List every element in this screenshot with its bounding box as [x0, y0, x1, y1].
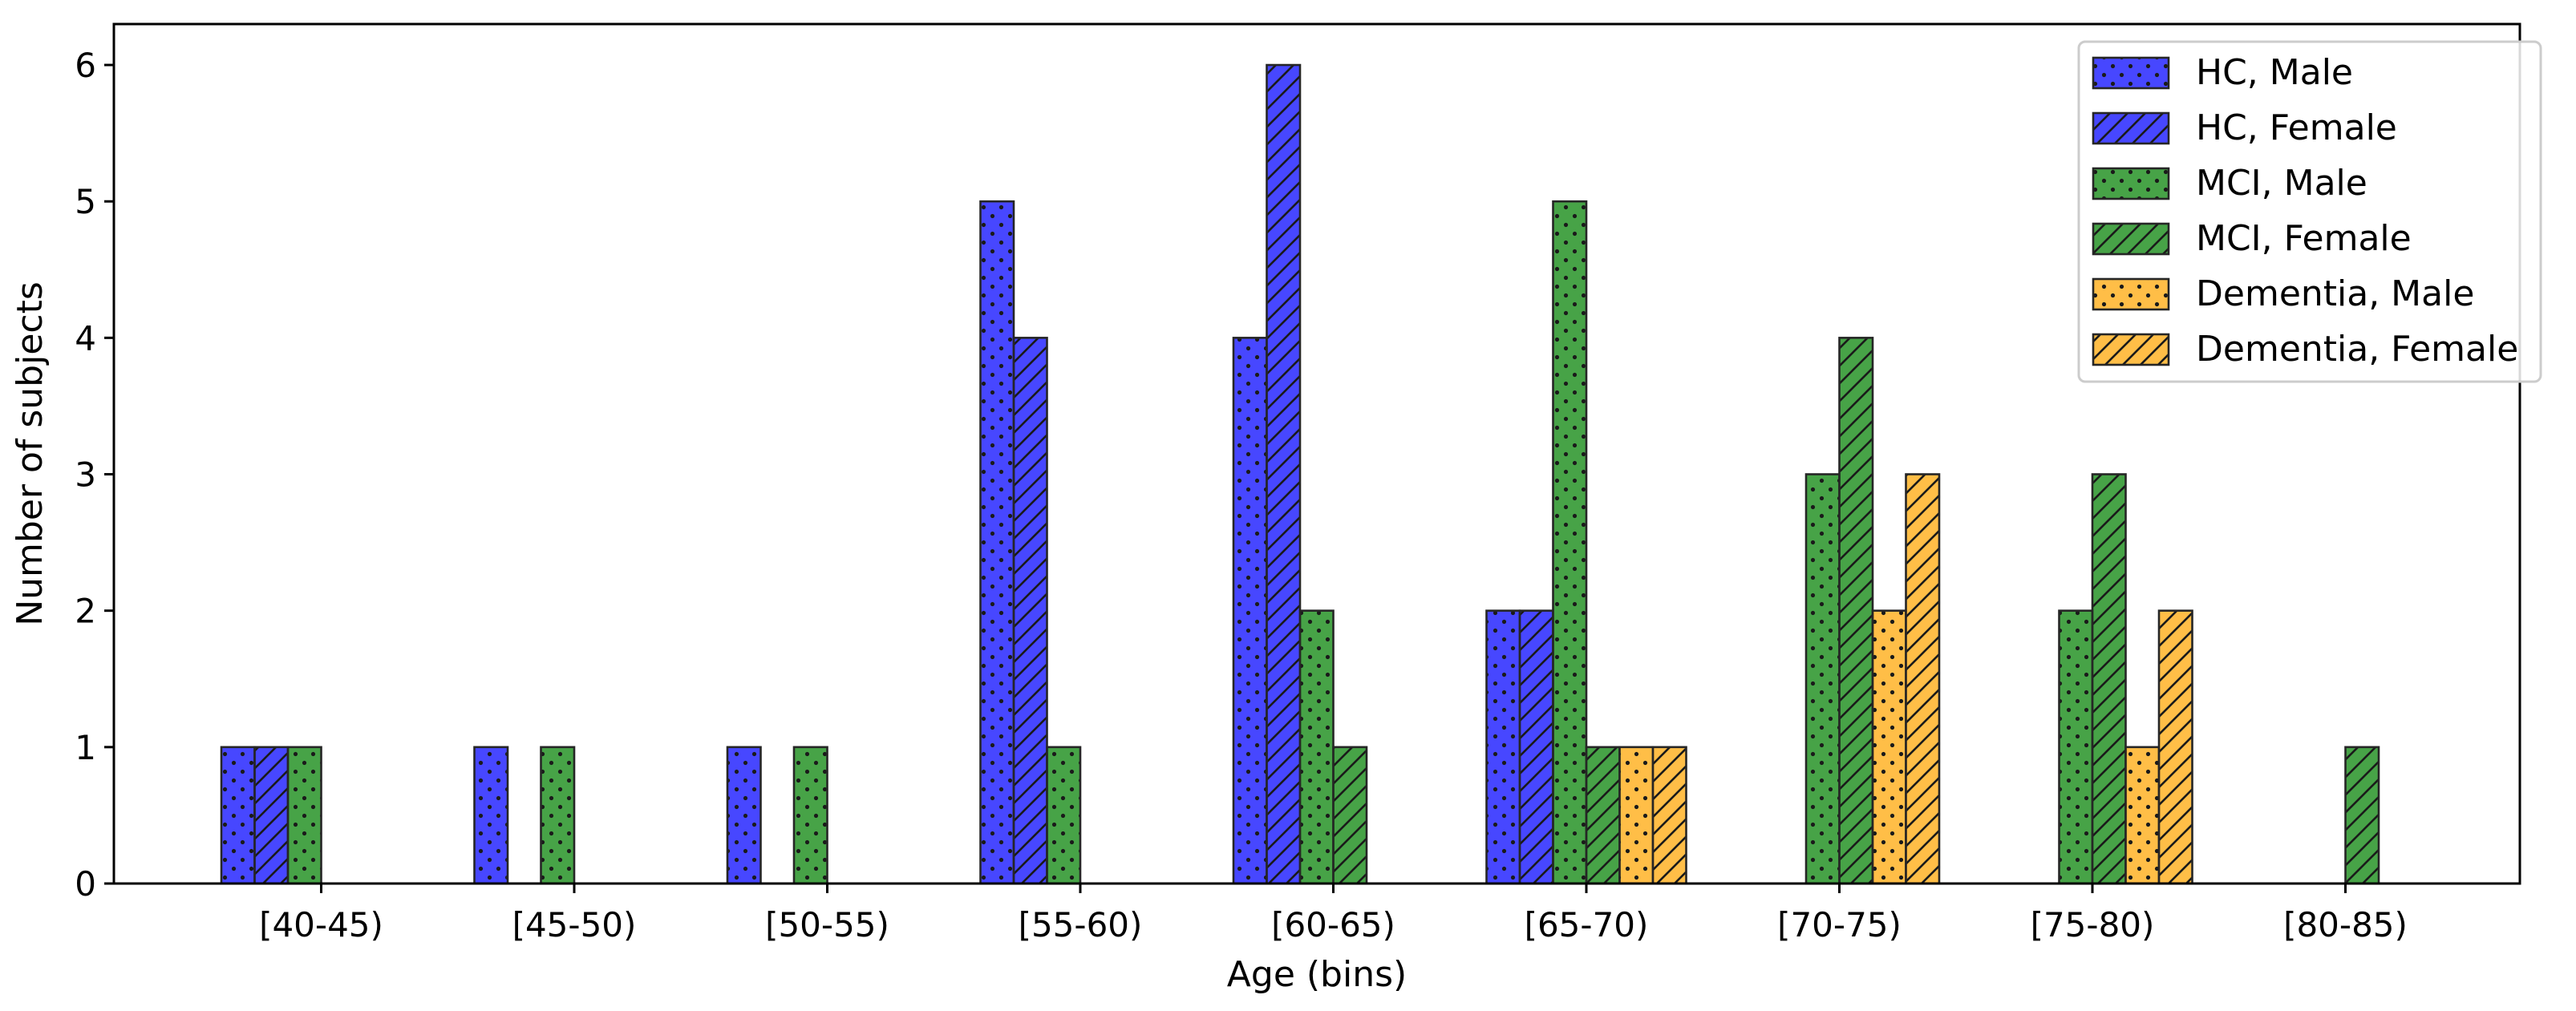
x-axis: [40-45) [45-50) [50-55) [55-60) [60-65) [65-7… [259, 884, 2408, 944]
bar [2091, 473, 2127, 885]
bar [2058, 609, 2094, 885]
bar [286, 746, 322, 885]
bar [979, 200, 1015, 885]
bar [1871, 609, 1907, 885]
legend-box [2077, 40, 2542, 383]
legend-label: HC, Female [2196, 107, 2397, 148]
y-tick-label: 1 [75, 728, 96, 767]
legend-swatch [2092, 56, 2170, 90]
bar [2124, 746, 2161, 885]
y-tick-label: 5 [75, 182, 96, 221]
bar [1804, 473, 1841, 885]
x-tick-label: [75-80) [2031, 905, 2155, 944]
y-axis: 0 1 2 3 4 5 6 [75, 46, 114, 904]
x-tick-label: [45-50) [512, 905, 637, 944]
bar [2344, 746, 2380, 885]
bar [540, 746, 576, 885]
bar [1651, 746, 1687, 885]
legend-swatch [2092, 222, 2170, 256]
y-tick-label: 4 [75, 318, 96, 358]
x-tick-label: [60-65) [1271, 905, 1395, 944]
bars-layer [220, 63, 2380, 885]
bar [2157, 609, 2193, 885]
x-tick-label: [50-55) [765, 905, 889, 944]
bar [1518, 609, 1554, 885]
x-tick-label: [70-75) [1777, 905, 1902, 944]
x-tick-label: [40-45) [259, 905, 383, 944]
legend-swatch [2092, 111, 2170, 145]
x-tick-label: [65-70) [1525, 905, 1649, 944]
legend-label: MCI, Male [2196, 163, 2367, 204]
bar [792, 746, 828, 885]
bar [1046, 746, 1082, 885]
bar [1905, 473, 1941, 885]
legend-swatch [2092, 333, 2170, 366]
y-tick-label: 3 [75, 455, 96, 495]
bar [1485, 609, 1521, 885]
legend: HC, Male HC, Female MCI, Male MCI, Female De… [2077, 40, 2542, 383]
x-tick-label: [55-60) [1019, 905, 1143, 944]
bar [473, 746, 509, 885]
x-axis-label: Age (bins) [1227, 954, 1407, 995]
legend-label: HC, Male [2196, 52, 2353, 93]
y-axis-label: Number of subjects [10, 281, 51, 626]
bar [1585, 746, 1621, 885]
legend-label: Dementia, Female [2196, 329, 2518, 370]
legend-swatch [2092, 167, 2170, 200]
bar [1298, 609, 1335, 885]
legend-label: Dementia, Male [2196, 273, 2474, 314]
bar [1012, 337, 1048, 885]
bar [726, 746, 762, 885]
bar [1266, 63, 1302, 885]
bar [1838, 337, 1874, 885]
bar [253, 746, 290, 885]
x-tick-label: [80-85) [2283, 905, 2408, 944]
y-tick-label: 6 [75, 46, 96, 85]
bar [220, 746, 256, 885]
plot-frame [112, 22, 2521, 885]
y-tick-label: 2 [75, 592, 96, 631]
bar [1618, 746, 1655, 885]
bar [1552, 200, 1588, 885]
bar [1232, 337, 1268, 885]
y-tick-label: 0 [75, 864, 96, 904]
legend-label: MCI, Female [2196, 218, 2412, 259]
bar [1332, 746, 1368, 885]
legend-swatch [2092, 277, 2170, 311]
